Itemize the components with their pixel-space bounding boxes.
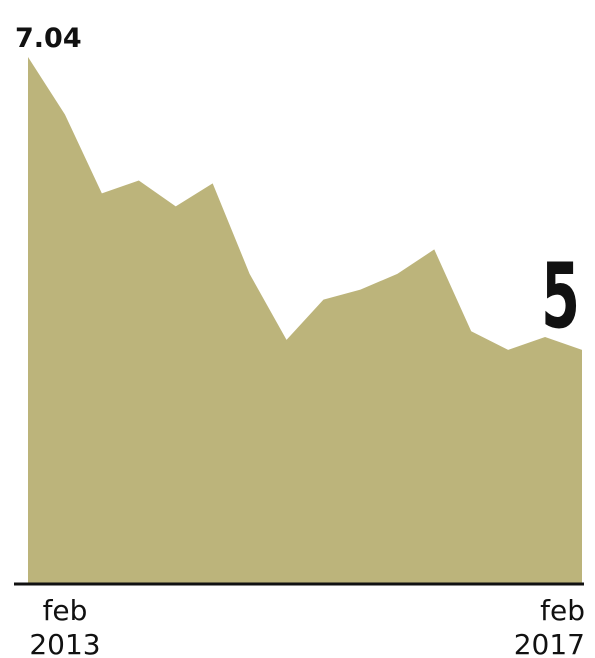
value-label-group: 5 bbox=[541, 244, 580, 349]
value-label: 7.04 bbox=[15, 23, 82, 54]
x-tick-label: feb 2017 bbox=[513, 594, 585, 658]
value-label: 5 bbox=[541, 244, 580, 349]
area bbox=[28, 57, 582, 584]
x-tick-label: feb 2013 bbox=[29, 594, 101, 658]
